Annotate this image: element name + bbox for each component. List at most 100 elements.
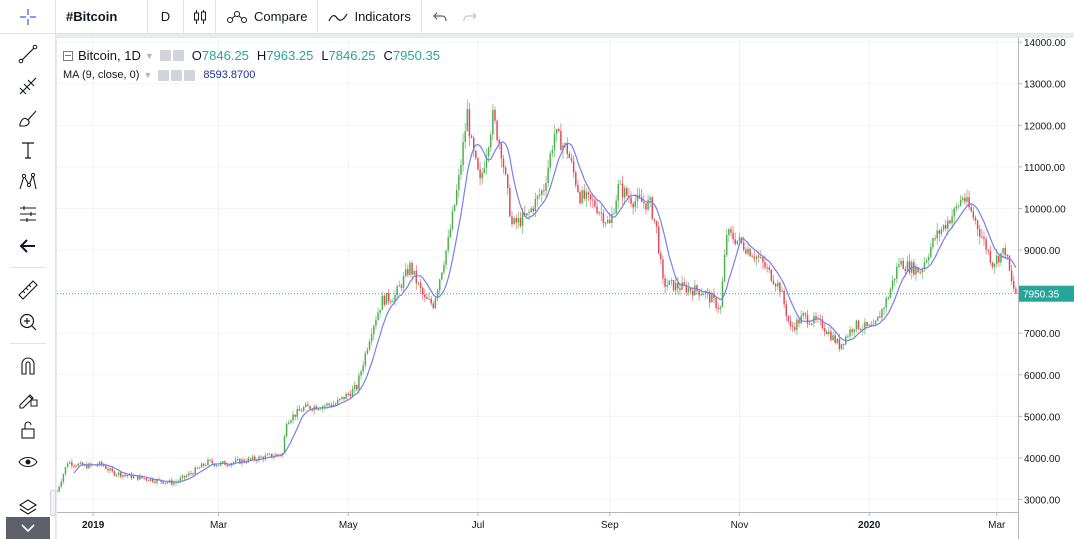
candle-up xyxy=(109,468,111,471)
symbol-search-button[interactable]: #Bitcoin xyxy=(56,0,148,34)
candle-down xyxy=(209,459,211,461)
trend-line-tool[interactable] xyxy=(0,39,56,69)
candle-up xyxy=(83,464,86,466)
candle-up xyxy=(181,475,184,478)
candle-down xyxy=(90,463,92,465)
candle-down xyxy=(411,262,413,275)
toolbar-scroll-down[interactable] xyxy=(6,517,50,539)
candle-up xyxy=(966,197,968,202)
candle-up xyxy=(436,290,439,299)
brush-tool[interactable] xyxy=(0,103,56,133)
candle-down xyxy=(621,183,624,198)
candle-up xyxy=(417,282,420,284)
candle-up xyxy=(521,213,524,227)
zoom-tool[interactable] xyxy=(0,307,56,337)
candle-down xyxy=(715,298,717,309)
candle-down xyxy=(120,472,122,477)
price-tick-label: 6000.00 xyxy=(1024,371,1061,382)
candle-down xyxy=(789,320,792,327)
candle-up xyxy=(205,464,207,466)
text-icon xyxy=(22,142,34,159)
unlock-tool[interactable] xyxy=(0,415,56,445)
remove-drawings-tool[interactable] xyxy=(0,231,56,261)
candle-down xyxy=(602,213,605,224)
candle-down xyxy=(468,109,471,137)
candle-down xyxy=(944,224,947,229)
candle-up xyxy=(951,216,953,224)
undo-icon[interactable] xyxy=(432,10,448,24)
ruler-tool[interactable] xyxy=(0,275,56,305)
candle-up xyxy=(555,129,558,135)
caret-down-icon[interactable]: ▼ xyxy=(143,70,153,80)
candle-down xyxy=(113,471,116,476)
time-tick-label: May xyxy=(339,520,358,531)
candle-up xyxy=(402,276,405,288)
candle-up xyxy=(149,478,152,481)
candle-up xyxy=(234,459,237,463)
candle-up xyxy=(487,147,490,157)
candle-up xyxy=(485,156,488,168)
chart-pane[interactable]: 3000.004000.005000.006000.007000.008000.… xyxy=(57,38,1074,539)
object-tree-tool[interactable] xyxy=(0,492,56,522)
candle-down xyxy=(1008,255,1011,271)
candle-up xyxy=(236,458,239,460)
magnet-tool[interactable] xyxy=(0,351,56,381)
caret-down-icon[interactable]: ▼ xyxy=(144,50,154,61)
candle-up xyxy=(598,212,600,214)
candle-up xyxy=(936,230,938,239)
fib-tool[interactable] xyxy=(0,71,56,101)
candle-down xyxy=(851,329,853,332)
hide-drawings-tool[interactable] xyxy=(0,447,56,477)
candle-down xyxy=(86,464,88,469)
settings-icon[interactable] xyxy=(172,50,184,61)
toolbar-collapse-tab[interactable] xyxy=(50,490,56,516)
pattern-tool[interactable] xyxy=(0,167,56,197)
candle-up xyxy=(364,353,367,366)
candle-down xyxy=(415,270,418,284)
candle-down xyxy=(145,478,148,481)
candle-up xyxy=(377,312,379,321)
candle-down xyxy=(162,481,165,484)
collapse-legend-icon[interactable] xyxy=(63,50,73,61)
candle-down xyxy=(838,338,841,350)
candle-down xyxy=(989,250,992,263)
candle-up xyxy=(736,240,739,244)
price-tick-label: 10000.00 xyxy=(1024,204,1066,215)
candle-down xyxy=(592,199,594,201)
candle-down xyxy=(73,465,75,467)
last-price-badge xyxy=(1019,285,1074,302)
candle-up xyxy=(194,467,196,475)
eye-toggle-icon[interactable] xyxy=(158,69,170,81)
candle-down xyxy=(821,319,824,329)
candle-up xyxy=(288,422,290,425)
eye-toggle-icon[interactable] xyxy=(159,50,171,61)
chart-type-button[interactable] xyxy=(184,0,216,34)
candle-up xyxy=(326,403,328,406)
candle-down xyxy=(511,216,513,224)
forecast-tool[interactable] xyxy=(0,199,56,229)
settings-icon[interactable] xyxy=(171,69,183,81)
candle-up xyxy=(366,349,369,354)
candle-down xyxy=(640,197,643,203)
candle-up xyxy=(385,292,388,305)
indicators-button[interactable]: Indicators xyxy=(318,0,422,34)
compare-button[interactable]: Compare xyxy=(216,0,319,34)
candle-up xyxy=(747,248,749,254)
candle-up xyxy=(681,282,683,290)
close-icon[interactable] xyxy=(184,69,196,81)
candle-up xyxy=(77,463,80,466)
candle-down xyxy=(596,206,598,214)
candle-up xyxy=(849,329,851,337)
time-tick-label: 2020 xyxy=(858,520,881,531)
interval-button[interactable]: D xyxy=(148,0,184,34)
candle-down xyxy=(575,172,577,185)
candle-up xyxy=(115,474,118,476)
candle-down xyxy=(566,143,569,154)
redo-icon[interactable] xyxy=(462,10,478,24)
candle-down xyxy=(689,288,692,291)
lock-drawings-tool[interactable] xyxy=(0,383,56,413)
candle-down xyxy=(262,457,264,460)
text-tool[interactable] xyxy=(0,135,56,165)
crosshair-tool-top[interactable] xyxy=(0,0,56,34)
price-chart[interactable]: 3000.004000.005000.006000.007000.008000.… xyxy=(57,38,1074,539)
